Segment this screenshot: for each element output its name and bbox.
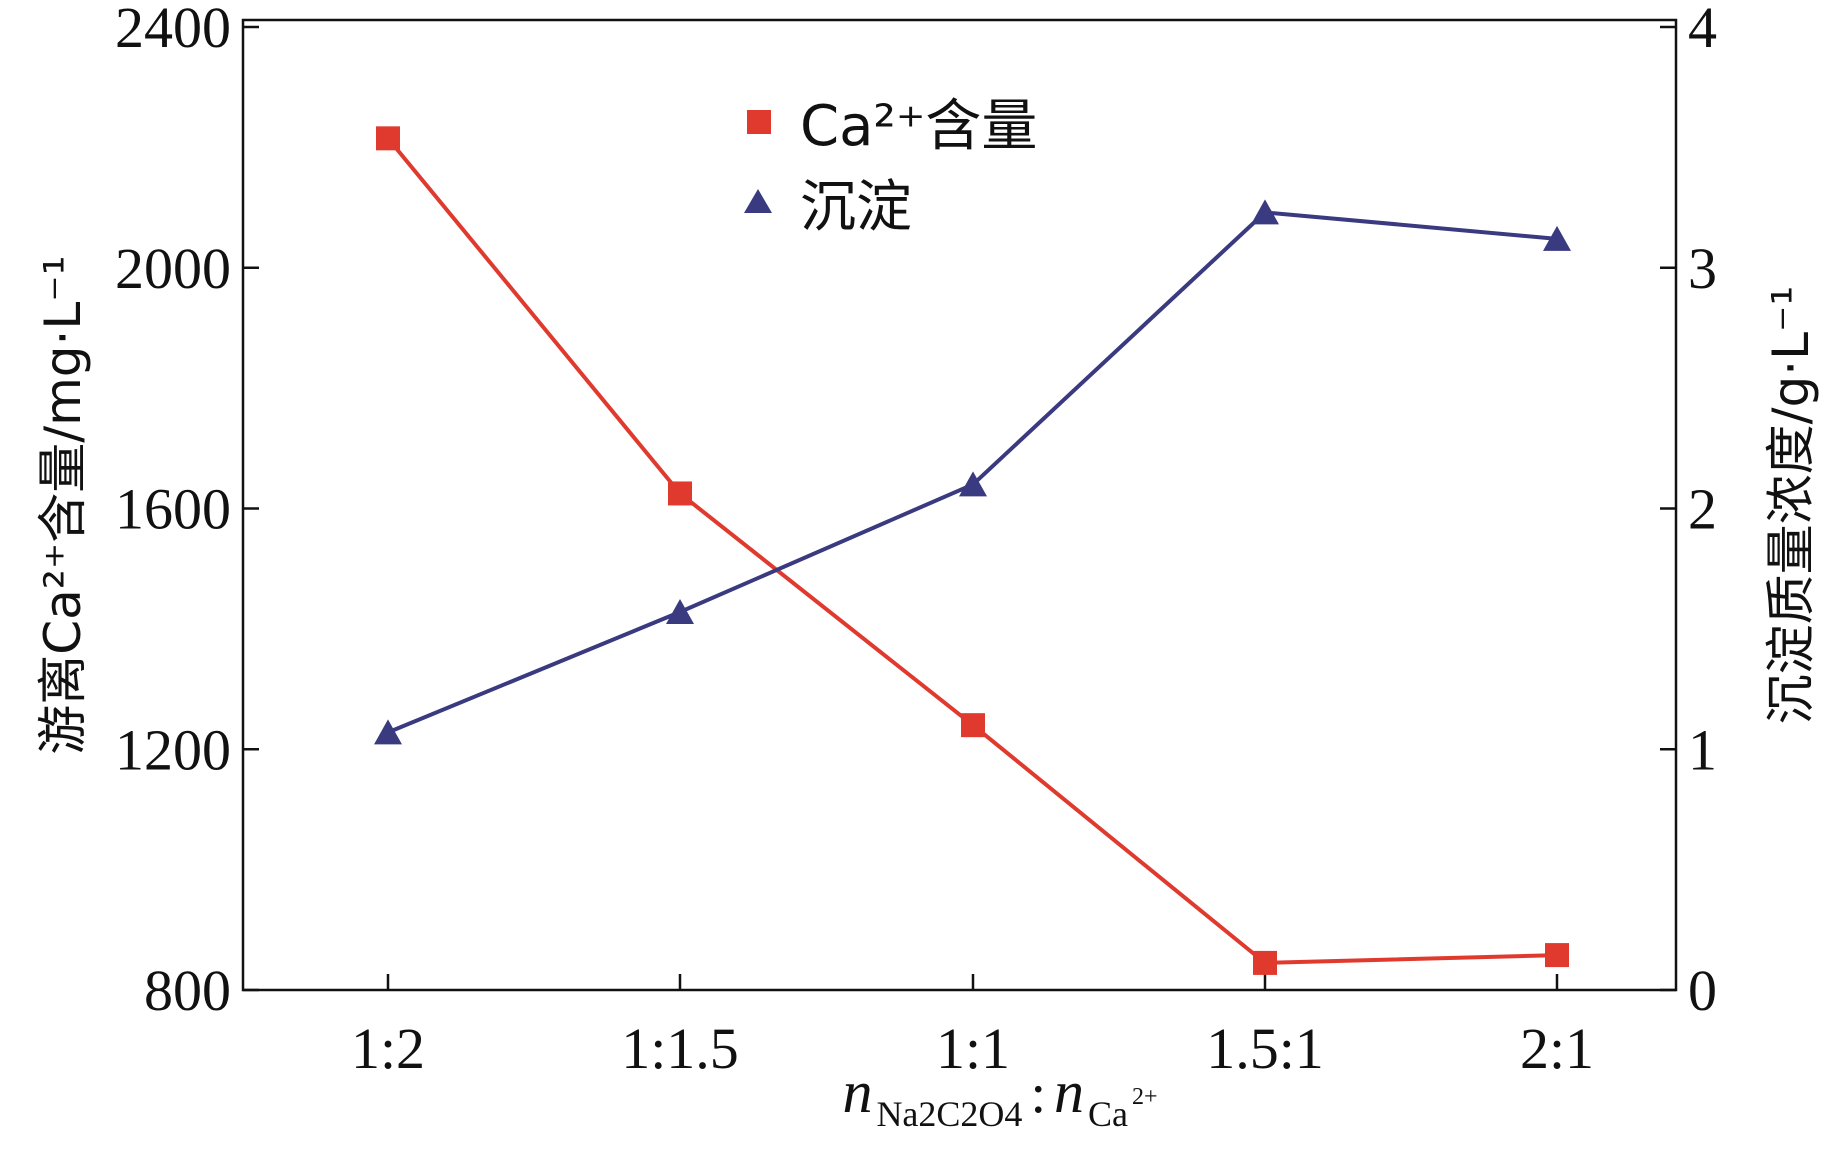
y-right-tick-label: 3 (1688, 236, 1717, 301)
y-right-tick-label: 1 (1688, 717, 1717, 782)
precipitate-data-point (1543, 225, 1571, 251)
precipitate-data-point (1251, 199, 1279, 225)
legend: Ca²⁺含量 沉淀 (744, 94, 1037, 240)
x-title-sub2: Ca (1088, 1094, 1128, 1134)
precipitate-data-point (959, 471, 987, 497)
x-title-colon: : (1030, 1063, 1046, 1125)
y-left-tick-label: 800 (144, 958, 231, 1023)
y-left-tick-label: 1200 (115, 717, 231, 782)
y-right-tick-label: 4 (1688, 0, 1717, 60)
y-right-tick-label: 0 (1688, 958, 1717, 1023)
x-tick-label: 1:1.5 (621, 1016, 739, 1081)
x-title-n2: n (1054, 1059, 1084, 1125)
x-title-sub1: Na2C2O4 (876, 1094, 1022, 1134)
ca-data-point (376, 126, 400, 151)
ca-data-point (1253, 950, 1277, 975)
y-axis-left-title: 游离Ca²⁺含量/mg·L⁻¹ (34, 255, 92, 754)
x-tick-label: 2:1 (1520, 1016, 1594, 1081)
legend-label-precipitate: 沉淀 (800, 175, 912, 240)
x-title-n1: n (842, 1059, 872, 1125)
legend-marker-square (747, 110, 771, 134)
plot-frame (241, 18, 1678, 992)
left-axis-ticks: 800 1200 1600 2000 2400 (115, 0, 259, 1023)
precipitate-data-point (374, 719, 402, 745)
y-left-tick-label: 2000 (115, 236, 231, 301)
ca-data-point (1545, 943, 1569, 968)
legend-marker-triangle (744, 189, 772, 213)
right-axis-ticks: 0 1 2 3 4 (1660, 0, 1717, 1023)
x-tick-label: 1:1 (936, 1016, 1010, 1081)
legend-label-ca: Ca²⁺含量 (800, 94, 1037, 159)
series-layer (374, 126, 1571, 975)
x-axis-title: n Na2C2O4 : n Ca 2+ (842, 1059, 1157, 1134)
series-line-square (386, 137, 1558, 965)
ca-data-point (961, 713, 985, 738)
y-right-tick-label: 2 (1688, 477, 1717, 542)
precipitate-data-point (666, 599, 694, 625)
x-axis-ticks: 1:2 1:1.5 1:1 1.5:1 2:1 (351, 974, 1594, 1081)
ca-data-point (668, 481, 692, 506)
x-tick-label: 1:2 (351, 1016, 425, 1081)
y-axis-right-title: 沉淀质量浓度/g·L⁻¹ (1762, 286, 1820, 725)
y-left-tick-label: 2400 (115, 0, 231, 60)
y-left-tick-label: 1600 (115, 477, 231, 542)
x-tick-label: 1.5:1 (1206, 1016, 1324, 1081)
x-title-sub2-sup: 2+ (1132, 1084, 1158, 1110)
